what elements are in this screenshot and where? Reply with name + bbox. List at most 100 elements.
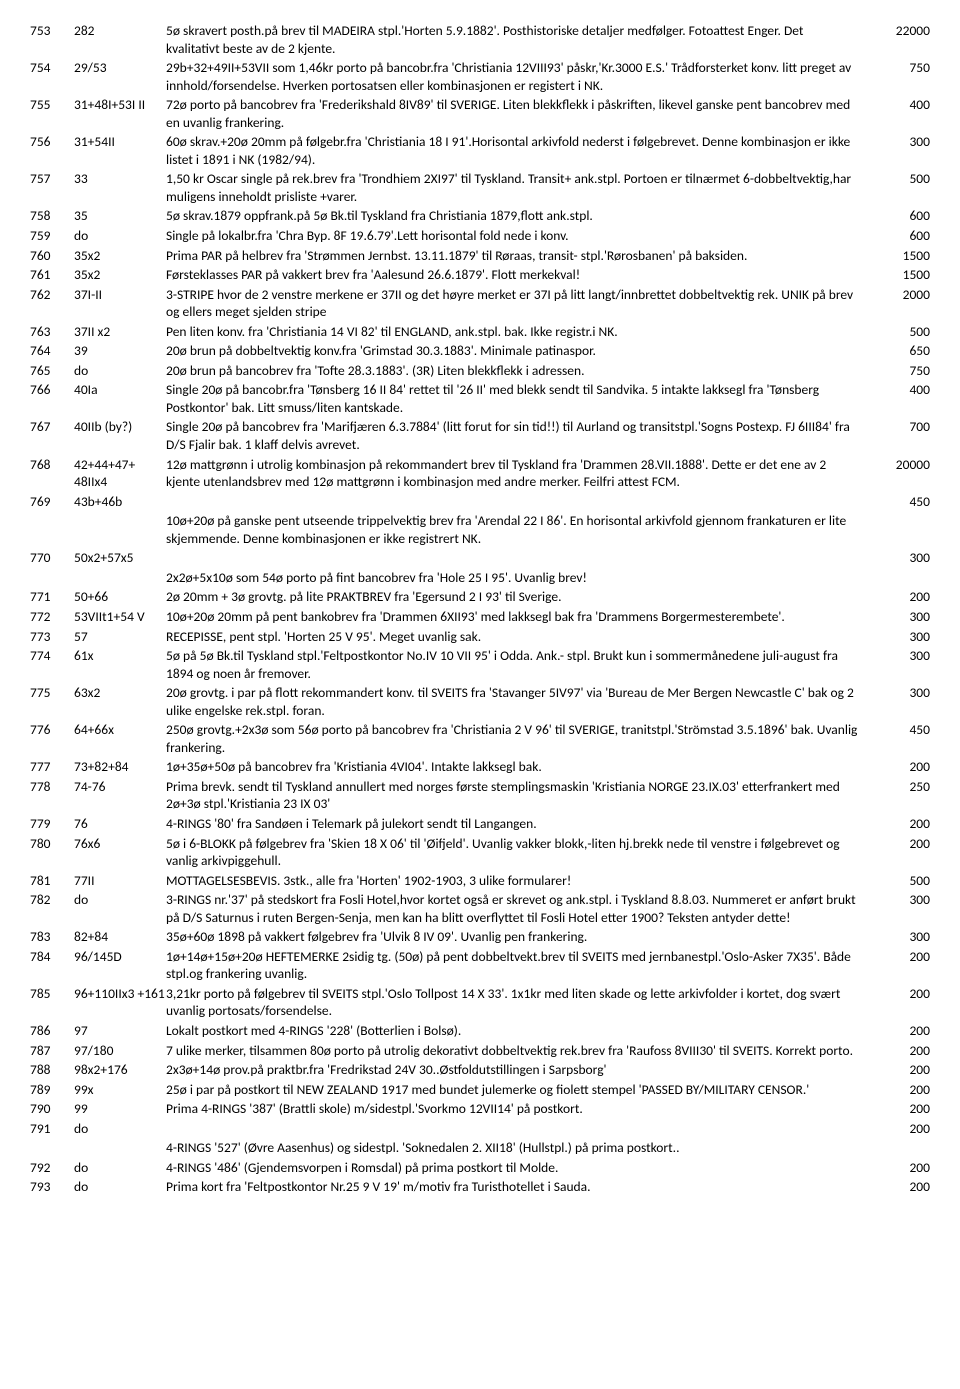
lot-description: 4-RINGS '486' (Gjendemsvorpen i Romsdal)… [166, 1159, 870, 1177]
lot-description: Single på lokalbr.fra 'Chra Byp. 8F 19.6… [166, 227, 870, 245]
table-row: 77773+82+841ø+35ø+50ø på bancobrev fra '… [30, 758, 930, 776]
lot-price: 200 [870, 588, 930, 606]
lot-description: RECEPISSE, pent stpl. 'Horten 25 V 95'. … [166, 628, 870, 646]
lot-description: 2x3ø+14ø prov.på praktbr.fra 'Fredriksta… [166, 1061, 870, 1079]
lot-price: 400 [870, 96, 930, 114]
lot-price: 200 [870, 1159, 930, 1177]
lot-description: Single 20ø på bancobr.fra 'Tønsberg 16 I… [166, 381, 870, 416]
lot-number: 775 [30, 684, 74, 702]
lot-description: 5ø skrav.1879 oppfrank.på 5ø Bk.til Tysk… [166, 207, 870, 225]
lot-ref: 61x [74, 647, 166, 665]
lot-price: 600 [870, 207, 930, 225]
lot-price: 200 [870, 758, 930, 776]
lot-price: 22000 [870, 22, 930, 40]
lot-ref: 82+84 [74, 928, 166, 946]
table-row: 791do200 [30, 1120, 930, 1138]
lot-number: 790 [30, 1100, 74, 1118]
lot-description: 10ø+20ø 20mm på pent bankobrev fra 'Dram… [166, 608, 870, 626]
lot-number: 791 [30, 1120, 74, 1138]
lot-price: 500 [870, 872, 930, 890]
lot-price: 300 [870, 684, 930, 702]
table-row: 765do20ø brun på bancobrev fra 'Tofte 28… [30, 362, 930, 380]
lot-ref: 77II [74, 872, 166, 890]
lot-number: 756 [30, 133, 74, 151]
lot-number: 772 [30, 608, 74, 626]
table-row: 78177IIMOTTAGELSESBEVIS. 3stk., alle fra… [30, 872, 930, 890]
table-row: 76135x2Førsteklasses PAR på vakkert brev… [30, 266, 930, 284]
lot-number: 764 [30, 342, 74, 360]
lot-ref: 35 [74, 207, 166, 225]
lot-ref: 35x2 [74, 247, 166, 265]
lot-number: 779 [30, 815, 74, 833]
lot-price: 300 [870, 133, 930, 151]
table-row: 75631+54II60ø skrav.+20ø 20mm på følgebr… [30, 133, 930, 168]
lot-ref: 33 [74, 170, 166, 188]
table-row: 76237I-II3-STRIPE hvor de 2 venstre merk… [30, 286, 930, 321]
lot-price: 200 [870, 1061, 930, 1079]
lot-price: 300 [870, 608, 930, 626]
lot-price: 300 [870, 628, 930, 646]
lot-number: 776 [30, 721, 74, 739]
lot-price: 1500 [870, 266, 930, 284]
table-row: 78999x25ø i par på postkort til NEW ZEAL… [30, 1081, 930, 1099]
lot-description: 3,21kr porto på følgebrev til SVEITS stp… [166, 985, 870, 1020]
table-row: 2x2ø+5x10ø som 54ø porto på fint bancobr… [30, 569, 930, 587]
lot-description: 72ø porto på bancobrev fra 'Frederikshal… [166, 96, 870, 131]
lot-ref: 40IIb (by?) [74, 418, 166, 436]
table-row: 759doSingle på lokalbr.fra 'Chra Byp. 8F… [30, 227, 930, 245]
lot-description: 60ø skrav.+20ø 20mm på følgebr.fra 'Chri… [166, 133, 870, 168]
lot-price: 200 [870, 1081, 930, 1099]
table-row: 77253VIIt1+54 V10ø+20ø 20mm på pent bank… [30, 608, 930, 626]
lot-price: 1500 [870, 247, 930, 265]
auction-lot-table: 7532825ø skravert posth.på brev til MADE… [30, 22, 930, 1196]
lot-description: 20ø brun på dobbeltvektig konv.fra 'Grim… [166, 342, 870, 360]
lot-description: Prima 4-RINGS '387' (Brattli skole) m/si… [166, 1100, 870, 1118]
lot-ref: 50+66 [74, 588, 166, 606]
lot-ref: 76 [74, 815, 166, 833]
lot-description: 7 ulike merker, tilsammen 80ø porto på u… [166, 1042, 870, 1060]
lot-description: 2x2ø+5x10ø som 54ø porto på fint bancobr… [166, 569, 870, 587]
lot-number: 753 [30, 22, 74, 40]
lot-ref: 74-76 [74, 778, 166, 796]
lot-description: Prima kort fra 'Feltpostkontor Nr.25 9 V… [166, 1178, 870, 1196]
lot-number: 793 [30, 1178, 74, 1196]
lot-number: 754 [30, 59, 74, 77]
lot-ref: 37II x2 [74, 323, 166, 341]
lot-ref: 39 [74, 342, 166, 360]
table-row: 78697Lokalt postkort med 4-RINGS '228' (… [30, 1022, 930, 1040]
lot-price: 200 [870, 948, 930, 966]
lot-description: Pen liten konv. fra 'Christiania 14 VI 8… [166, 323, 870, 341]
lot-description: 2ø 20mm + 3ø grovtg. på lite PRAKTBREV f… [166, 588, 870, 606]
lot-ref: 50x2+57x5 [74, 549, 166, 567]
lot-description: 1ø+14ø+15ø+20ø HEFTEMERKE 2sidig tg. (50… [166, 948, 870, 983]
lot-number: 789 [30, 1081, 74, 1099]
lot-price: 650 [870, 342, 930, 360]
lot-number: 788 [30, 1061, 74, 1079]
table-row: 792do4-RINGS '486' (Gjendemsvorpen i Rom… [30, 1159, 930, 1177]
lot-number: 787 [30, 1042, 74, 1060]
lot-number: 763 [30, 323, 74, 341]
lot-price: 500 [870, 323, 930, 341]
lot-description: 5ø skravert posth.på brev til MADEIRA st… [166, 22, 870, 57]
lot-ref: 42+44+47+ 48IIx4 [74, 456, 166, 491]
lot-description: Prima brevk. sendt til Tyskland annuller… [166, 778, 870, 813]
lot-ref: 57 [74, 628, 166, 646]
lot-price: 300 [870, 891, 930, 909]
lot-ref: 97 [74, 1022, 166, 1040]
lot-price: 300 [870, 647, 930, 665]
lot-ref: do [74, 1120, 166, 1138]
lot-number: 783 [30, 928, 74, 946]
table-row: 78382+8435ø+60ø 1898 på vakkert følgebre… [30, 928, 930, 946]
lot-ref: do [74, 227, 166, 245]
lot-description: 10ø+20ø på ganske pent utseende trippelv… [166, 512, 870, 547]
lot-price: 250 [870, 778, 930, 796]
table-row: 757331,50 kr Oscar single på rek.brev fr… [30, 170, 930, 205]
lot-description: Prima PAR på helbrev fra 'Strømmen Jernb… [166, 247, 870, 265]
lot-description: 35ø+60ø 1898 på vakkert følgebrev fra 'U… [166, 928, 870, 946]
lot-price: 2000 [870, 286, 930, 304]
lot-price: 20000 [870, 456, 930, 474]
table-row: 76035x2Prima PAR på helbrev fra 'Strømme… [30, 247, 930, 265]
lot-ref: 76x6 [74, 835, 166, 853]
table-row: 7532825ø skravert posth.på brev til MADE… [30, 22, 930, 57]
lot-number: 781 [30, 872, 74, 890]
